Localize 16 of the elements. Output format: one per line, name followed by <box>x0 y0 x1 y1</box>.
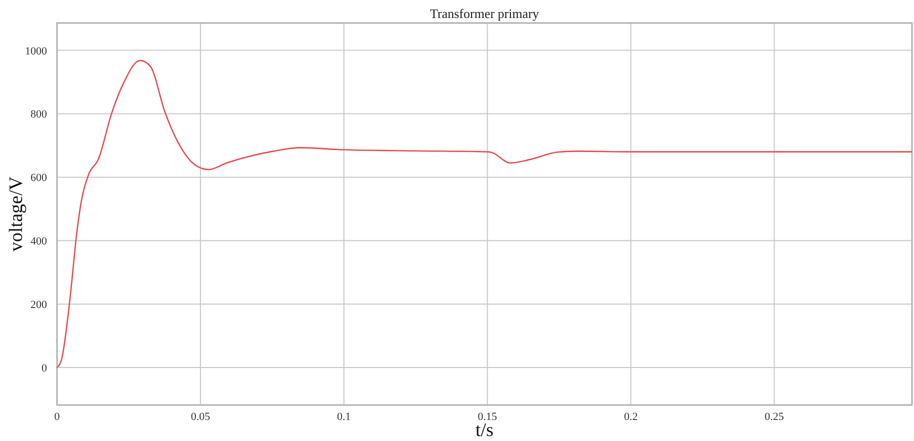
y-tick-label: 1000 <box>25 45 48 58</box>
x-tick-label: 0.1 <box>337 411 351 423</box>
x-tick-label: 0.25 <box>764 411 784 423</box>
x-tick-label: 0.05 <box>190 411 211 423</box>
y-axis-title: voltage/V <box>6 176 27 252</box>
y-tick-label: 0 <box>42 362 48 375</box>
chart-title: Transformer primary <box>430 6 540 21</box>
y-tick-label: 600 <box>30 172 48 184</box>
x-tick-label: 0.2 <box>624 411 638 423</box>
x-tick-label: 0 <box>54 411 60 423</box>
y-tick-label: 200 <box>30 299 48 312</box>
y-tick-label: 400 <box>30 236 48 248</box>
line-series <box>56 60 913 368</box>
x-tick-label: 0.15 <box>478 411 498 423</box>
x-axis-title: t/s <box>476 420 494 441</box>
y-tick-label: 800 <box>30 108 48 121</box>
